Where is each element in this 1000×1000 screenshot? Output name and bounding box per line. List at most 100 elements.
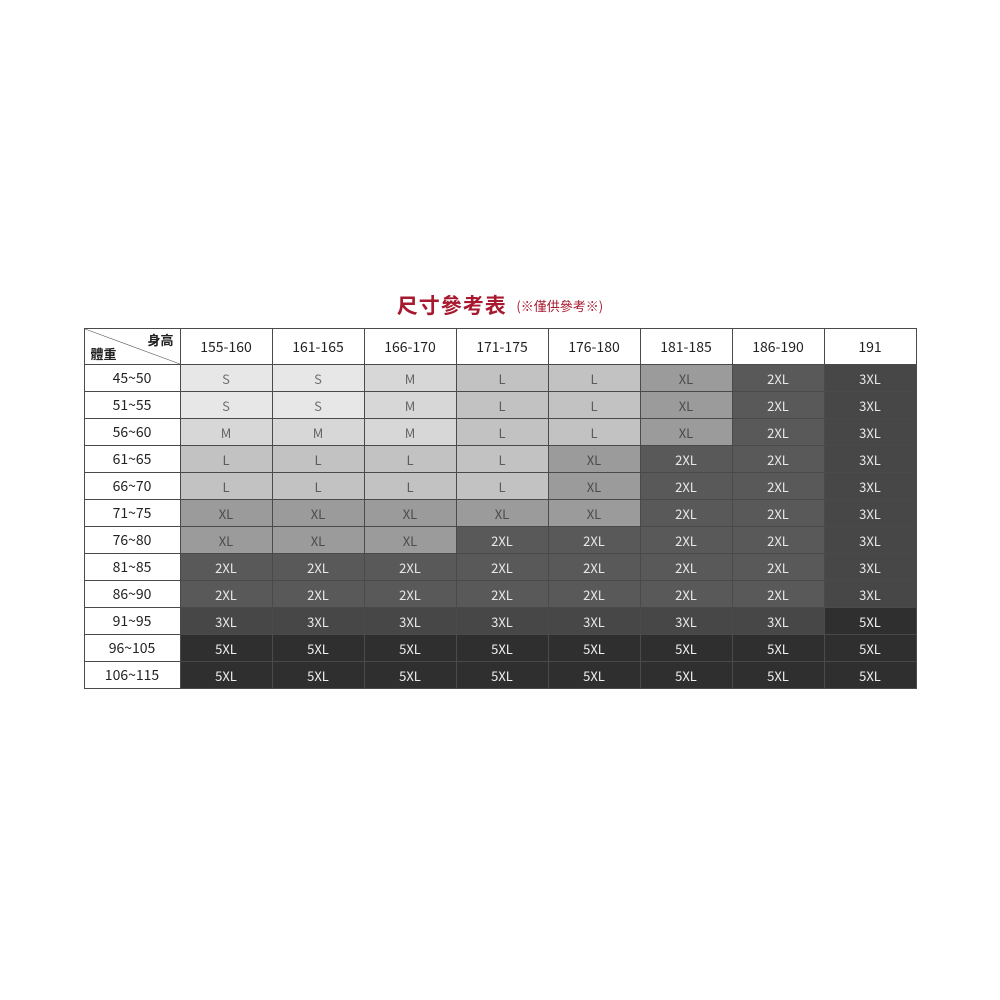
col-header: 186-190 [732, 329, 824, 365]
size-cell: L [180, 446, 272, 473]
size-cell: 3XL [364, 608, 456, 635]
size-cell: 3XL [824, 500, 916, 527]
size-cell: 3XL [824, 419, 916, 446]
size-cell: 5XL [180, 635, 272, 662]
size-cell: 2XL [180, 581, 272, 608]
size-cell: 5XL [548, 635, 640, 662]
row-header: 91~95 [84, 608, 180, 635]
size-cell: 3XL [640, 608, 732, 635]
size-cell: 2XL [272, 554, 364, 581]
row-header: 106~115 [84, 662, 180, 689]
title-row: 尺寸參考表 (※僅供參考※) [0, 290, 1000, 320]
size-cell: L [456, 446, 548, 473]
size-cell: M [180, 419, 272, 446]
size-cell: L [272, 446, 364, 473]
chart-subtitle: (※僅供參考※) [516, 296, 603, 315]
size-cell: 3XL [824, 392, 916, 419]
size-cell: L [456, 419, 548, 446]
size-cell: XL [640, 419, 732, 446]
size-cell: 2XL [456, 527, 548, 554]
corner-header: 身高 體重 [84, 329, 180, 365]
size-cell: 3XL [180, 608, 272, 635]
size-cell: XL [640, 365, 732, 392]
table-row: 45~50SSMLLXL2XL3XL [84, 365, 916, 392]
size-cell: 2XL [456, 554, 548, 581]
size-cell: L [364, 446, 456, 473]
size-cell: 5XL [364, 635, 456, 662]
row-header: 71~75 [84, 500, 180, 527]
table-row: 81~852XL2XL2XL2XL2XL2XL2XL3XL [84, 554, 916, 581]
size-cell: L [456, 392, 548, 419]
size-cell: L [548, 365, 640, 392]
size-cell: M [272, 419, 364, 446]
size-cell: 2XL [732, 365, 824, 392]
size-cell: M [364, 392, 456, 419]
size-cell: 2XL [364, 554, 456, 581]
size-cell: XL [640, 392, 732, 419]
size-cell: 2XL [732, 419, 824, 446]
size-cell: XL [180, 527, 272, 554]
size-cell: 2XL [732, 581, 824, 608]
size-cell: 3XL [732, 608, 824, 635]
table-row: 91~953XL3XL3XL3XL3XL3XL3XL5XL [84, 608, 916, 635]
size-cell: 2XL [732, 446, 824, 473]
row-header: 76~80 [84, 527, 180, 554]
size-cell: 2XL [640, 500, 732, 527]
table-row: 86~902XL2XL2XL2XL2XL2XL2XL3XL [84, 581, 916, 608]
corner-bottom-label: 體重 [91, 344, 117, 363]
size-cell: 5XL [548, 662, 640, 689]
size-cell: L [548, 419, 640, 446]
size-cell: L [180, 473, 272, 500]
size-cell: XL [180, 500, 272, 527]
table-row: 66~70LLLLXL2XL2XL3XL [84, 473, 916, 500]
size-cell: L [548, 392, 640, 419]
size-reference-table: 身高 體重 155-160161-165166-170171-175176-18… [84, 328, 917, 689]
row-header: 51~55 [84, 392, 180, 419]
size-cell: S [180, 365, 272, 392]
size-cell: S [180, 392, 272, 419]
table-row: 106~1155XL5XL5XL5XL5XL5XL5XL5XL [84, 662, 916, 689]
size-cell: 5XL [640, 635, 732, 662]
size-cell: 2XL [732, 527, 824, 554]
size-cell: L [456, 473, 548, 500]
row-header: 96~105 [84, 635, 180, 662]
corner-top-label: 身高 [147, 330, 173, 349]
size-cell: 2XL [180, 554, 272, 581]
col-header: 176-180 [548, 329, 640, 365]
size-cell: XL [548, 446, 640, 473]
col-header: 191 [824, 329, 916, 365]
size-cell: 5XL [272, 662, 364, 689]
size-cell: 5XL [272, 635, 364, 662]
size-cell: 2XL [640, 446, 732, 473]
size-cell: 5XL [732, 635, 824, 662]
size-cell: 3XL [456, 608, 548, 635]
size-cell: M [364, 419, 456, 446]
size-cell: L [272, 473, 364, 500]
size-cell: L [456, 365, 548, 392]
size-cell: 5XL [364, 662, 456, 689]
size-cell: 3XL [824, 473, 916, 500]
table-row: 61~65LLLLXL2XL2XL3XL [84, 446, 916, 473]
size-cell: 5XL [824, 635, 916, 662]
size-cell: 5XL [824, 662, 916, 689]
size-cell: 5XL [640, 662, 732, 689]
size-cell: S [272, 392, 364, 419]
size-cell: 2XL [548, 554, 640, 581]
size-cell: XL [548, 473, 640, 500]
size-cell: 2XL [548, 581, 640, 608]
size-cell: 5XL [456, 662, 548, 689]
size-cell: S [272, 365, 364, 392]
size-cell: L [364, 473, 456, 500]
col-header: 181-185 [640, 329, 732, 365]
size-cell: 2XL [640, 581, 732, 608]
col-header: 155-160 [180, 329, 272, 365]
size-cell: 2XL [732, 500, 824, 527]
size-cell: XL [364, 500, 456, 527]
row-header: 66~70 [84, 473, 180, 500]
table-row: 96~1055XL5XL5XL5XL5XL5XL5XL5XL [84, 635, 916, 662]
size-cell: 2XL [272, 581, 364, 608]
size-cell: XL [456, 500, 548, 527]
row-header: 81~85 [84, 554, 180, 581]
size-cell: 2XL [732, 554, 824, 581]
chart-title: 尺寸參考表 [397, 290, 507, 320]
